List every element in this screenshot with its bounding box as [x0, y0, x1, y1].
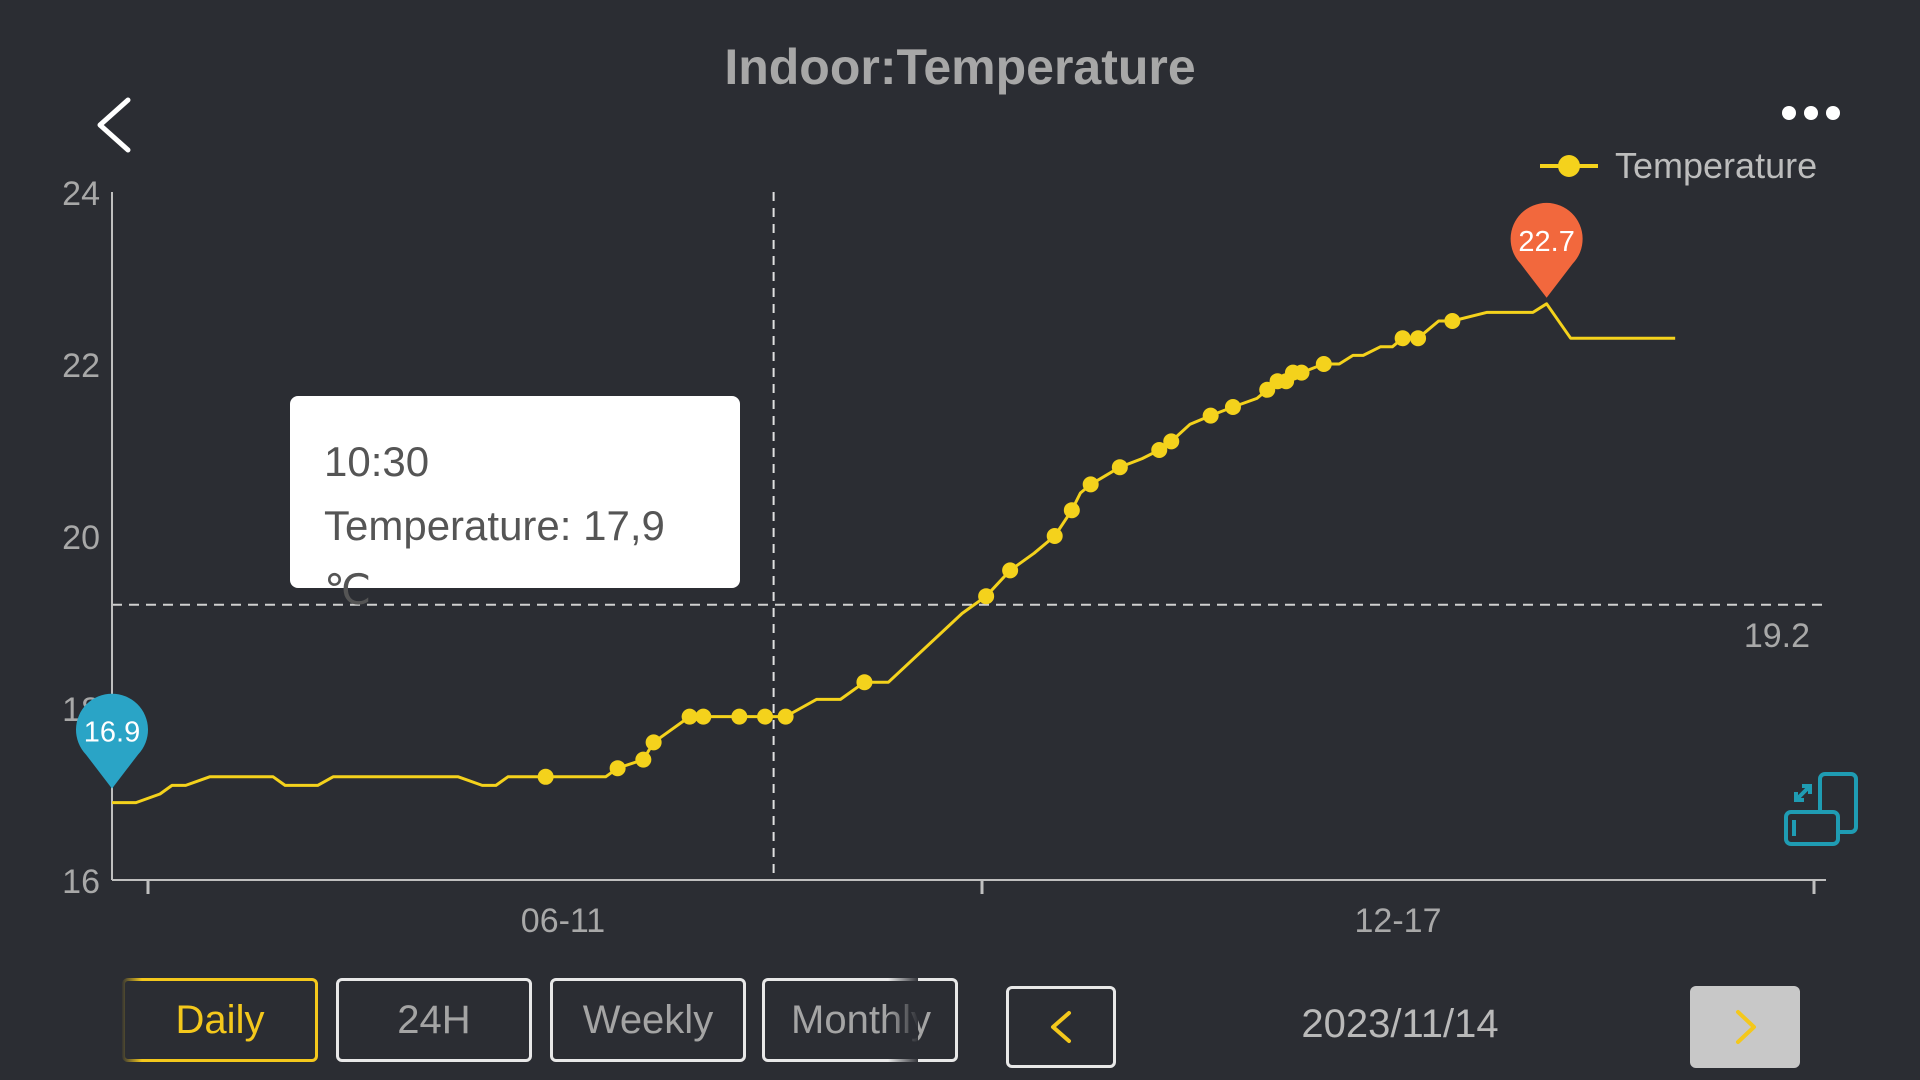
tab-daily[interactable]: Daily — [122, 978, 318, 1062]
legend: Temperature — [1540, 145, 1817, 186]
rotate-screen-icon — [1784, 772, 1858, 846]
data-point — [537, 768, 554, 785]
data-point — [777, 708, 794, 725]
more-button[interactable] — [1770, 92, 1850, 132]
data-point — [645, 734, 662, 751]
data-point — [757, 708, 774, 725]
data-point — [1444, 313, 1461, 329]
tab-24h[interactable]: 24H — [336, 978, 532, 1062]
tab-monthly[interactable]: Monthly — [762, 978, 958, 1062]
y-tick-label: 16 — [62, 863, 100, 901]
min-marker-label: 16.9 — [84, 717, 140, 749]
data-point — [978, 588, 995, 605]
max-marker-label: 22.7 — [1518, 226, 1574, 258]
tooltip: 10:30 Temperature: 17,9 ℃ — [290, 396, 740, 613]
max-marker-icon — [1510, 202, 1583, 298]
min-marker-icon — [76, 693, 148, 789]
data-point — [1394, 330, 1411, 347]
data-point — [1046, 528, 1063, 544]
data-point — [731, 708, 748, 725]
data-point — [1111, 459, 1128, 476]
data-point — [1163, 433, 1180, 450]
data-point — [1202, 407, 1219, 424]
data-point — [681, 708, 698, 725]
average-label: 19.2 — [1744, 617, 1810, 655]
tooltip-value: Temperature: 17,9 ℃ — [324, 502, 665, 613]
data-point — [1002, 562, 1019, 579]
max-marker: 22.7 — [1510, 202, 1583, 298]
data-point — [1410, 330, 1427, 347]
chevron-left-icon — [97, 97, 131, 153]
data-point — [1063, 502, 1080, 519]
min-marker: 16.9 — [76, 693, 148, 789]
back-button[interactable] — [82, 92, 152, 162]
y-tick-label: 20 — [62, 519, 100, 557]
data-point — [856, 674, 873, 691]
tooltip-time: 10:30 — [324, 438, 430, 485]
legend-label: Temperature — [1615, 145, 1817, 186]
tab-weekly[interactable]: Weekly — [550, 978, 746, 1062]
x-tick-label: 12-17 — [1355, 902, 1442, 940]
legend-marker-icon — [1558, 155, 1580, 177]
data-point — [1315, 356, 1332, 372]
y-tick-label: 22 — [62, 347, 100, 385]
chevron-left-icon — [1051, 1011, 1071, 1043]
data-point — [1293, 364, 1310, 381]
x-tick-label: 06-11 — [521, 902, 605, 940]
rotate-screen-button[interactable] — [1782, 770, 1862, 850]
period-tabs: Daily 24H Weekly Monthly — [122, 978, 958, 1066]
data-point — [1151, 442, 1168, 458]
data-point — [695, 708, 712, 725]
data-point — [1224, 399, 1241, 415]
y-tick-label: 24 — [62, 175, 100, 213]
data-point — [1082, 476, 1099, 493]
chevron-right-icon — [1736, 1010, 1756, 1044]
prev-date-button[interactable] — [1006, 986, 1116, 1068]
current-date: 2023/11/14 — [1301, 1002, 1499, 1046]
data-point — [609, 760, 626, 777]
next-date-button[interactable] — [1690, 986, 1800, 1068]
more-horizontal-icon — [1782, 106, 1796, 120]
page-title: Indoor:Temperature — [724, 39, 1196, 95]
data-point — [635, 751, 652, 768]
